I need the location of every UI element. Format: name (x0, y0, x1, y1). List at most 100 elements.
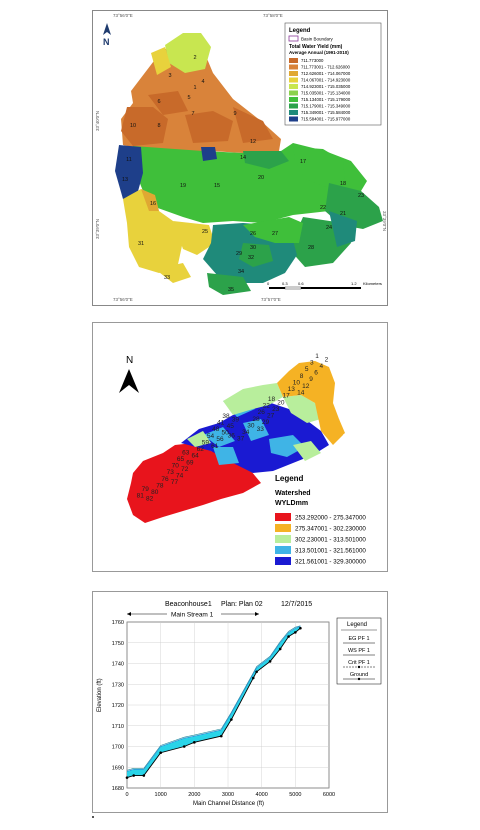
watershed-label: 81 (137, 492, 145, 499)
ground-point (193, 741, 196, 744)
coord-right: 33°39'0"N (382, 211, 387, 231)
subbasin-label: 19 (180, 183, 186, 189)
ground-point (159, 751, 162, 755)
legend-item-marker (357, 665, 361, 669)
legend-title: Legend (275, 474, 304, 483)
subbasin-label: 32 (248, 255, 254, 261)
ground-point (219, 734, 223, 738)
watershed-label: 6 (314, 370, 318, 377)
subbasin-label: 23 (358, 193, 364, 199)
scale-unit: Kilometers (363, 281, 382, 286)
stream-span: Main Stream 1 (127, 610, 259, 619)
legend-class-label: 715.349001 - 715.584000 (301, 110, 351, 115)
scale-bar: 0 0.3 0.6 1.2 Kilometers (267, 281, 382, 290)
watershed-label: 70 (172, 463, 180, 470)
coord-top-left: 73°56'0"E (113, 13, 133, 18)
ground-point (278, 647, 282, 651)
watershed-label: 77 (171, 479, 179, 486)
watershed-label: 14 (297, 389, 305, 396)
watershed-label: 61 (211, 443, 219, 450)
legend-class-label: 715.584001 - 715.977000 (301, 117, 351, 122)
ground-point (230, 718, 233, 721)
x-tick-label: 6000 (323, 792, 335, 798)
watershed-label: 64 (191, 453, 199, 460)
ground-point (251, 676, 255, 680)
watershed-label: 38 (222, 413, 230, 420)
watershed-label: 54 (207, 433, 215, 440)
coord-left-bottom: 33°39'0"N (95, 219, 100, 239)
chart-series (125, 625, 302, 779)
subbasin-label: 16 (150, 201, 156, 207)
scale-tick-0: 0 (267, 281, 270, 286)
chart-axes: 1680 1690 1700 1710 1720 1730 1740 1750 1760 0 100… (112, 620, 335, 798)
watershed-label: 28 (252, 416, 260, 423)
chart-title: Beaconhouse1 (165, 601, 212, 608)
ground-point (268, 660, 272, 663)
legend-class-label: 711.773001 - 712.626000 (301, 65, 351, 70)
subbasin-label: 7 (191, 111, 194, 117)
y-tick-label: 1720 (112, 703, 124, 709)
watershed-label: 50 (221, 430, 229, 437)
subbasin-label: 35 (228, 287, 234, 293)
watershed-label: 10 (293, 380, 301, 387)
subbasin-label: 27 (272, 231, 278, 237)
legend-class-label: 275.347001 - 302.230000 (295, 526, 366, 533)
y-tick-label: 1730 (112, 682, 124, 688)
subbasin-label: 10 (130, 123, 136, 129)
legend-swatch (275, 513, 291, 521)
legend-class-label: 715.134001 - 715.179000 (301, 97, 351, 102)
y-axis-label: Elevation (ft) (97, 678, 103, 712)
subbasin-label: 20 (258, 175, 264, 181)
scale-tick-1: 0.3 (282, 281, 288, 286)
watershed-label: 18 (268, 396, 276, 403)
legend-boundary-label: Basin Boundary (301, 37, 334, 42)
x-tick-label: 1000 (155, 792, 167, 798)
watershed-label: 26 (258, 409, 266, 416)
y-tick-label: 1700 (112, 745, 124, 751)
watershed-label: 4 (319, 363, 323, 370)
ground-point (287, 635, 290, 638)
north-arrow-icon: N (103, 23, 111, 47)
subbasin-label: 28 (308, 245, 314, 251)
water-surface-area (127, 626, 301, 778)
watershed-label: 33 (257, 426, 265, 433)
watershed-label: 30 (247, 423, 255, 430)
subbasin-label: 18 (340, 181, 346, 187)
watershed-label: 59 (202, 440, 210, 447)
ground-point (182, 745, 186, 748)
y-tick-label: 1710 (112, 724, 124, 730)
wyld-map-panel: N 1 2 3 4 5 6 8 9 10 12 13 14 17 18 20 22 23 26 27 28 29 30 33… (92, 322, 388, 572)
y-tick-label: 1750 (112, 641, 124, 647)
legend-class-label: 714.923001 - 715.035000 (301, 84, 351, 89)
legend-swatch (289, 84, 298, 89)
subbasin-label: 21 (340, 211, 346, 217)
watershed-label: 20 (277, 399, 285, 406)
ground-point (132, 774, 136, 777)
legend-swatch (275, 535, 291, 543)
subbasin-label: 31 (138, 241, 144, 247)
coord-top-right: 73°58'0"E (263, 13, 283, 18)
watershed-label: 3 (310, 360, 314, 367)
chart-plan: Plan: Plan 02 (221, 601, 263, 608)
x-tick-label: 0 (125, 792, 128, 798)
series-ws-line (126, 625, 301, 772)
elevation-profile-chart: Beaconhouse1 Plan: Plan 02 12/7/2015 Mai… (97, 601, 382, 807)
subbasin-label: 6 (157, 99, 160, 105)
legend-swatch (289, 97, 298, 102)
ground-point (294, 631, 297, 634)
legend-class-label: 313.501001 - 321.561000 (295, 548, 366, 555)
watershed-label: 5 (305, 366, 309, 373)
scale-tick-3: 1.2 (351, 281, 357, 286)
y-tick-label: 1680 (112, 786, 124, 792)
legend-subtitle: Total Water Yield (mm) (289, 44, 343, 50)
legend-swatch (289, 77, 298, 83)
subbasin-label: 22 (320, 205, 326, 211)
watershed-label: 72 (181, 466, 189, 473)
watershed-label: 17 (282, 393, 290, 400)
watershed-label: 74 (176, 473, 184, 480)
coord-bottom-right: 73°57'0"E (261, 297, 281, 302)
watershed-label: 13 (288, 386, 296, 393)
north-arrow-icon: N (119, 355, 139, 393)
